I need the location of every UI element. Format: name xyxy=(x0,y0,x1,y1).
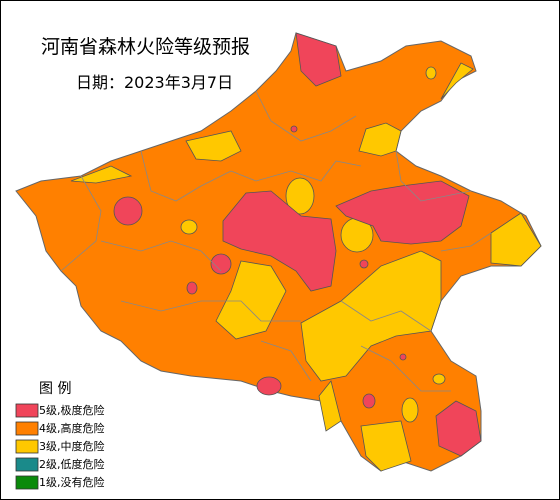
legend-swatch xyxy=(15,421,39,436)
legend-label: 4级,高度危险 xyxy=(39,421,105,435)
legend-label: 1级,没有危险 xyxy=(39,475,105,489)
county-boundaries xyxy=(60,90,492,392)
province xyxy=(15,32,542,472)
level-3-areas xyxy=(70,62,542,472)
legend-title: 图 例 xyxy=(39,381,71,397)
legend-swatch xyxy=(15,439,39,454)
map-title: 河南省森林火险等级预报 xyxy=(41,36,250,58)
map-date: 日期：2023年3月7日 xyxy=(76,73,233,92)
legend-label: 5级,极度危险 xyxy=(39,403,105,417)
legend: 5级,极度危险 4级,高度危险 3级,中度危险 2级,低度危险 1级,没有危险 xyxy=(15,403,105,490)
legend-swatch xyxy=(15,457,39,472)
legend-swatch xyxy=(15,475,39,490)
level-5-areas xyxy=(113,32,482,457)
legend-label: 3级,中度危险 xyxy=(39,439,105,453)
legend-swatch xyxy=(15,403,39,418)
legend-label: 2级,低度危险 xyxy=(39,457,105,471)
